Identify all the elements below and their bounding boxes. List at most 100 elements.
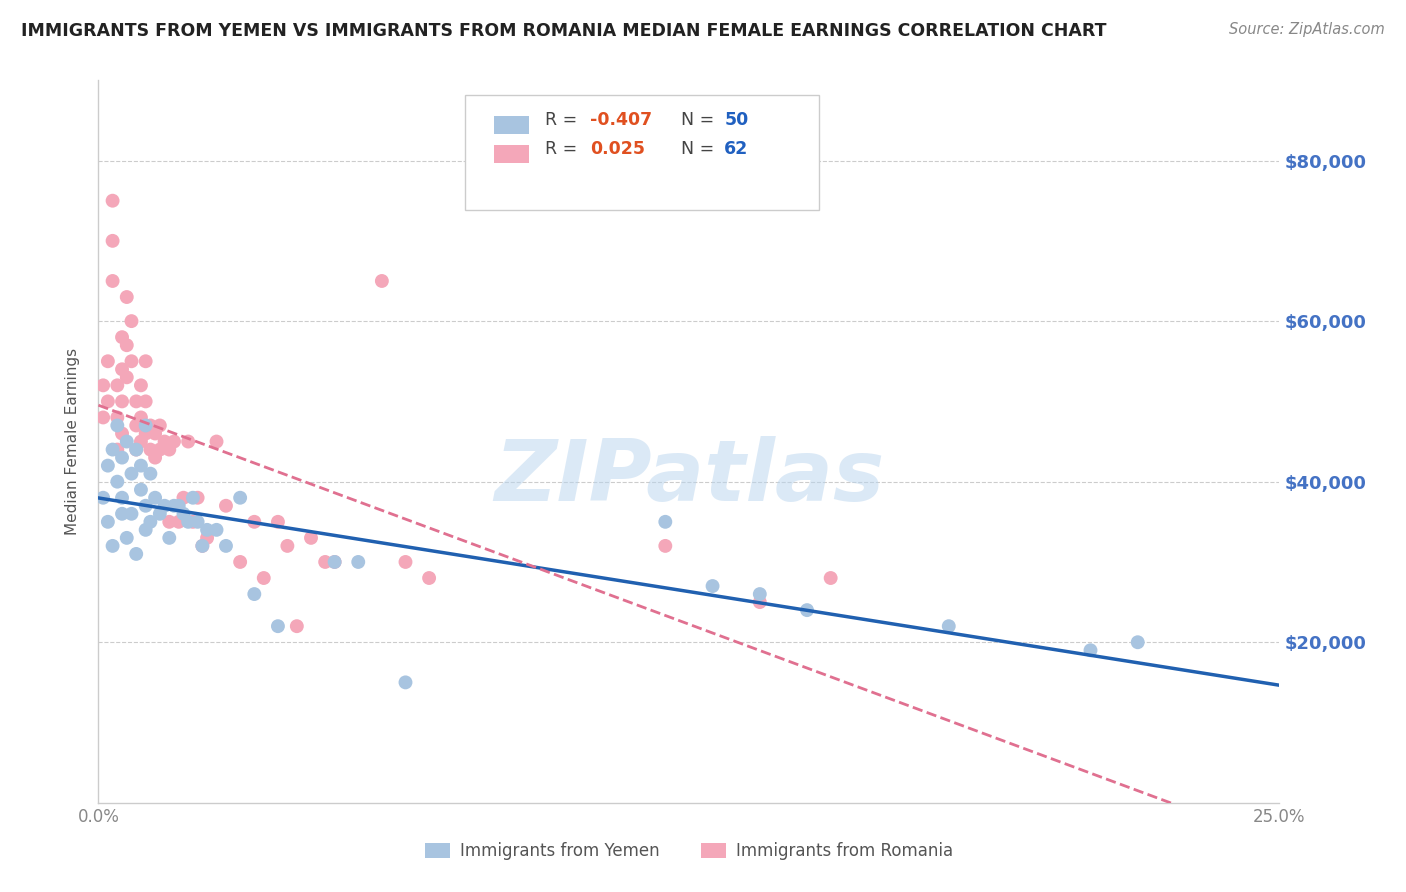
Text: 0.025: 0.025: [589, 140, 645, 158]
Point: [394, 675, 416, 690]
Point: [253, 571, 276, 585]
Point: [111, 362, 134, 376]
Point: [111, 450, 134, 465]
Point: [135, 418, 157, 433]
Point: [139, 418, 162, 433]
Point: [135, 523, 157, 537]
Point: [115, 290, 138, 304]
Point: [654, 539, 676, 553]
Point: [129, 410, 152, 425]
Point: [105, 410, 128, 425]
Point: [101, 274, 124, 288]
Point: [97, 458, 120, 473]
Point: [129, 483, 152, 497]
Point: [135, 394, 157, 409]
Point: [1080, 643, 1102, 657]
Text: IMMIGRANTS FROM YEMEN VS IMMIGRANTS FROM ROMANIA MEDIAN FEMALE EARNINGS CORRELAT: IMMIGRANTS FROM YEMEN VS IMMIGRANTS FROM…: [21, 22, 1107, 40]
Text: -0.407: -0.407: [589, 111, 652, 129]
Point: [157, 531, 180, 545]
Point: [167, 515, 190, 529]
Point: [229, 555, 252, 569]
Point: [111, 426, 134, 441]
Point: [187, 515, 209, 529]
Point: [121, 467, 143, 481]
FancyBboxPatch shape: [494, 117, 530, 135]
Point: [97, 394, 120, 409]
Point: [215, 499, 238, 513]
Point: [153, 499, 176, 513]
Point: [215, 539, 238, 553]
Point: [125, 547, 148, 561]
Point: [195, 523, 218, 537]
Point: [205, 523, 228, 537]
Point: [129, 434, 152, 449]
Point: [267, 619, 290, 633]
Point: [276, 539, 298, 553]
Point: [285, 619, 308, 633]
Point: [347, 555, 370, 569]
Point: [1126, 635, 1149, 649]
Text: ZIPatlas: ZIPatlas: [494, 436, 884, 519]
Point: [115, 338, 138, 352]
Point: [243, 587, 266, 601]
Point: [187, 491, 209, 505]
Point: [139, 515, 162, 529]
Point: [654, 515, 676, 529]
Point: [181, 515, 204, 529]
Point: [205, 434, 228, 449]
Point: [149, 442, 172, 457]
Point: [91, 491, 114, 505]
Point: [229, 491, 252, 505]
Point: [323, 555, 346, 569]
Text: R =: R =: [546, 111, 582, 129]
Point: [195, 531, 218, 545]
Point: [135, 499, 157, 513]
Point: [125, 394, 148, 409]
Point: [267, 515, 290, 529]
Point: [181, 491, 204, 505]
Text: R =: R =: [546, 140, 588, 158]
Point: [938, 619, 960, 633]
Point: [139, 442, 162, 457]
FancyBboxPatch shape: [494, 145, 530, 163]
Text: 62: 62: [724, 140, 748, 158]
Point: [115, 531, 138, 545]
Legend: Immigrants from Yemen, Immigrants from Romania: Immigrants from Yemen, Immigrants from R…: [418, 836, 960, 867]
Point: [157, 515, 180, 529]
Point: [149, 507, 172, 521]
Point: [243, 515, 266, 529]
Point: [111, 507, 134, 521]
Point: [167, 499, 190, 513]
Point: [163, 434, 186, 449]
Point: [172, 491, 194, 505]
Point: [418, 571, 440, 585]
Point: [177, 515, 200, 529]
Point: [101, 442, 124, 457]
Point: [125, 418, 148, 433]
Point: [111, 330, 134, 344]
Point: [97, 354, 120, 368]
Point: [105, 378, 128, 392]
Point: [105, 475, 128, 489]
Point: [748, 595, 770, 609]
Point: [135, 426, 157, 441]
Point: [191, 539, 214, 553]
Point: [101, 539, 124, 553]
Point: [143, 491, 166, 505]
Point: [143, 450, 166, 465]
Text: Source: ZipAtlas.com: Source: ZipAtlas.com: [1229, 22, 1385, 37]
Text: 50: 50: [724, 111, 748, 129]
Point: [394, 555, 416, 569]
Point: [314, 555, 336, 569]
Point: [111, 491, 134, 505]
Text: N =: N =: [681, 111, 720, 129]
Point: [121, 314, 143, 328]
Point: [172, 507, 194, 521]
Point: [105, 418, 128, 433]
Point: [129, 458, 152, 473]
Point: [115, 434, 138, 449]
Point: [121, 354, 143, 368]
Point: [101, 194, 124, 208]
Point: [139, 467, 162, 481]
Point: [299, 531, 322, 545]
